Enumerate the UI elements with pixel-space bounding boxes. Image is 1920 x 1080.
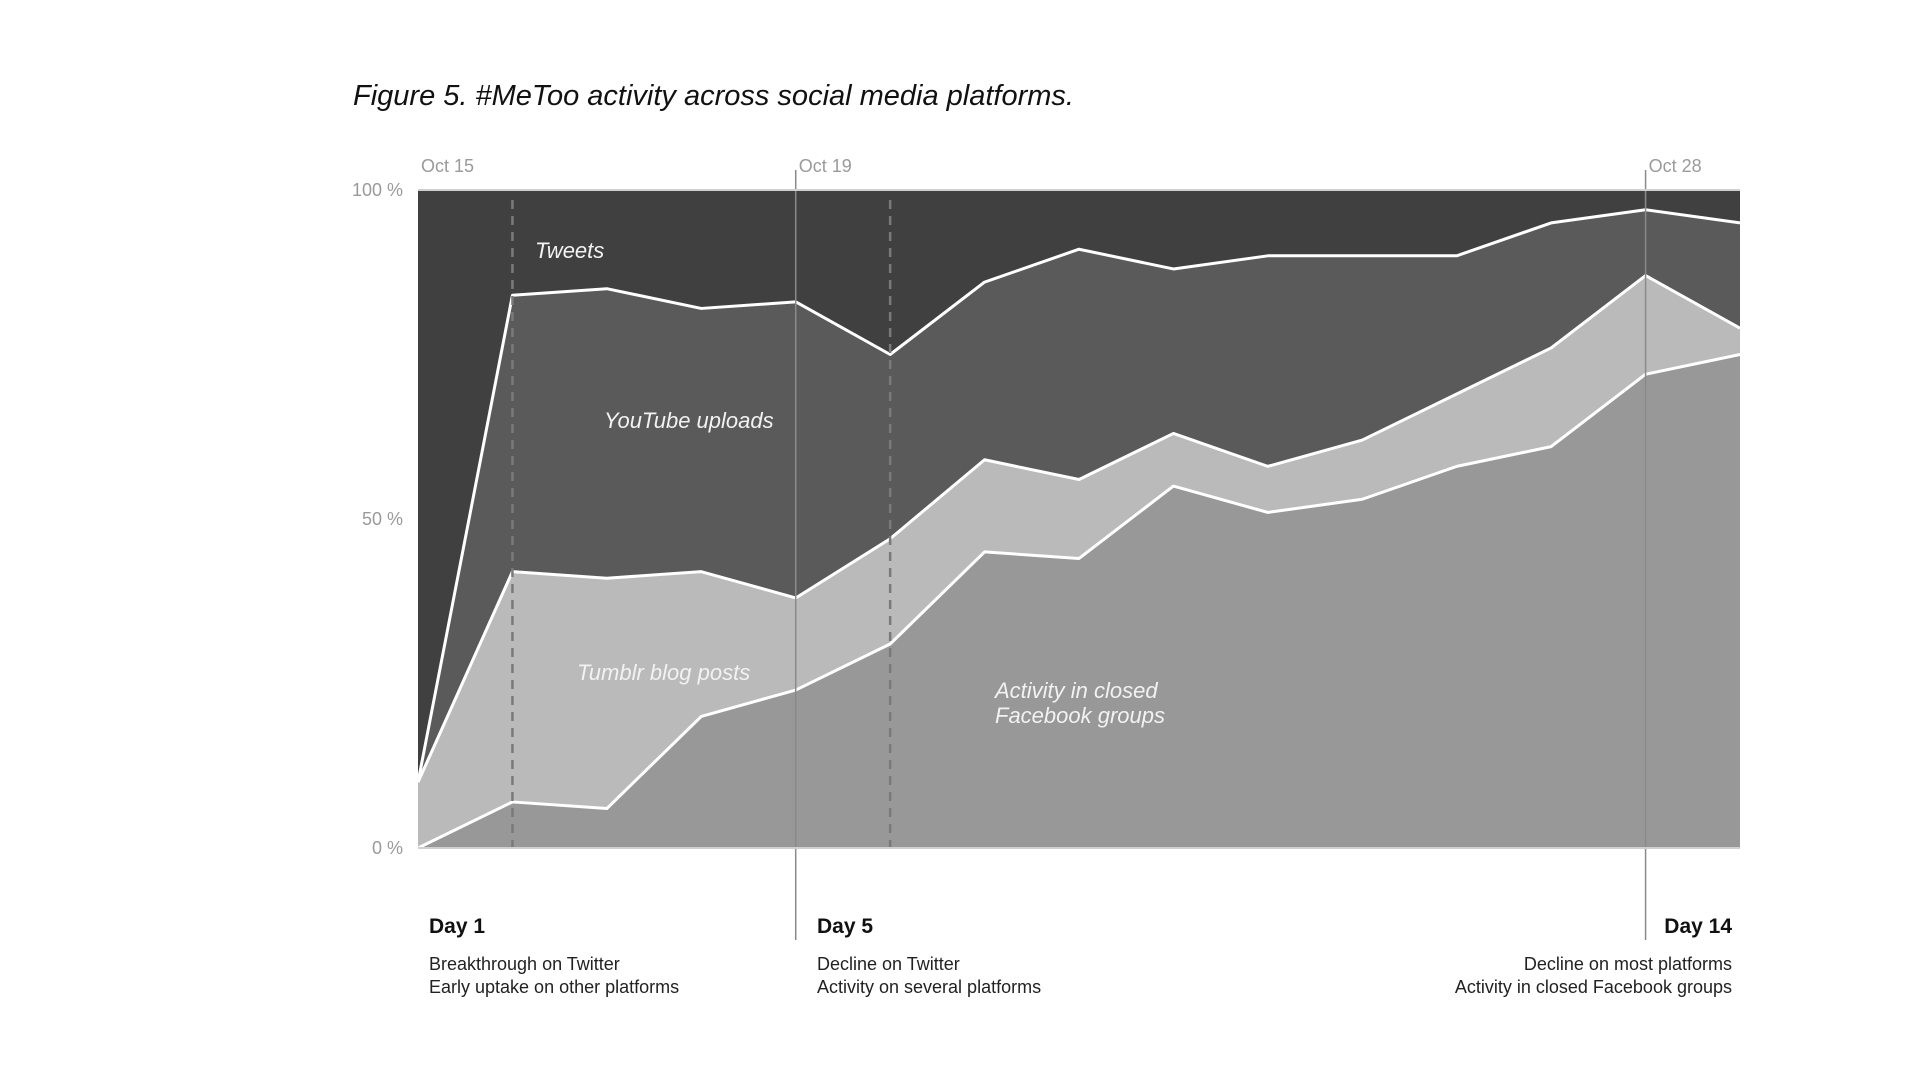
annotation-day-5-line-1: Decline on Twitter bbox=[817, 954, 960, 974]
boundary-line-3 bbox=[416, 208, 1741, 783]
area-activity-in-closed-facebook-groups bbox=[418, 354, 1740, 848]
annotation-day-14-heading: Day 14 bbox=[1664, 915, 1732, 938]
boundary-line-2 bbox=[416, 274, 1741, 783]
marker-layer bbox=[511, 170, 1647, 940]
annotation-day-1-line-1: Breakthrough on Twitter bbox=[429, 954, 620, 974]
x-tick-label: Oct 28 bbox=[1649, 156, 1702, 176]
axis-layer: 0 % 50 % 100 % Oct 15 Oct 19 Oct 28 bbox=[352, 156, 1740, 858]
series-label-tumblr-blog-posts: Tumblr blog posts bbox=[577, 660, 750, 685]
x-tick-label: Oct 15 bbox=[421, 156, 474, 176]
area-tweets bbox=[418, 190, 1740, 783]
series-label-layer: Tweets YouTube uploads Tumblr blog posts Ac… bbox=[535, 238, 1165, 728]
series-label-youtube-uploads: YouTube uploads bbox=[604, 408, 774, 433]
annotation-day-5-heading: Day 5 bbox=[817, 915, 874, 938]
series-label-facebook-line-2: Facebook groups bbox=[995, 703, 1165, 728]
annotation-day-1-line-2: Early uptake on other platforms bbox=[429, 977, 680, 997]
boundary-layer bbox=[416, 208, 1741, 850]
annotation-day-14: Day 14 Decline on most platforms Activit… bbox=[1455, 915, 1732, 999]
annotation-day-14-line-1: Decline on most platforms bbox=[1523, 954, 1732, 974]
series-label-facebook-line-1: Activity in closed bbox=[993, 678, 1158, 703]
series-label-tweets: Tweets bbox=[535, 238, 604, 263]
y-tick-label: 0 % bbox=[372, 838, 403, 858]
area-layer bbox=[418, 190, 1740, 848]
annotation-day-5: Day 5 Decline on Twitter Activity on sev… bbox=[817, 915, 1041, 999]
annotation-day-14-line-2: Activity in closed Facebook groups bbox=[1454, 977, 1732, 997]
annotation-day-5-line-2: Activity on several platforms bbox=[817, 977, 1042, 997]
area-youtube-uploads bbox=[418, 209, 1740, 783]
boundary-line-1 bbox=[417, 353, 1741, 850]
y-tick-label: 50 % bbox=[362, 509, 403, 529]
annotation-day-1: Day 1 Breakthrough on Twitter Early upta… bbox=[429, 915, 679, 999]
chart-title: Figure 5. #MeToo activity across social … bbox=[353, 80, 1074, 112]
x-tick-label: Oct 19 bbox=[799, 156, 852, 176]
annotation-day-1-heading: Day 1 bbox=[429, 915, 486, 938]
y-tick-label: 100 % bbox=[352, 180, 403, 200]
